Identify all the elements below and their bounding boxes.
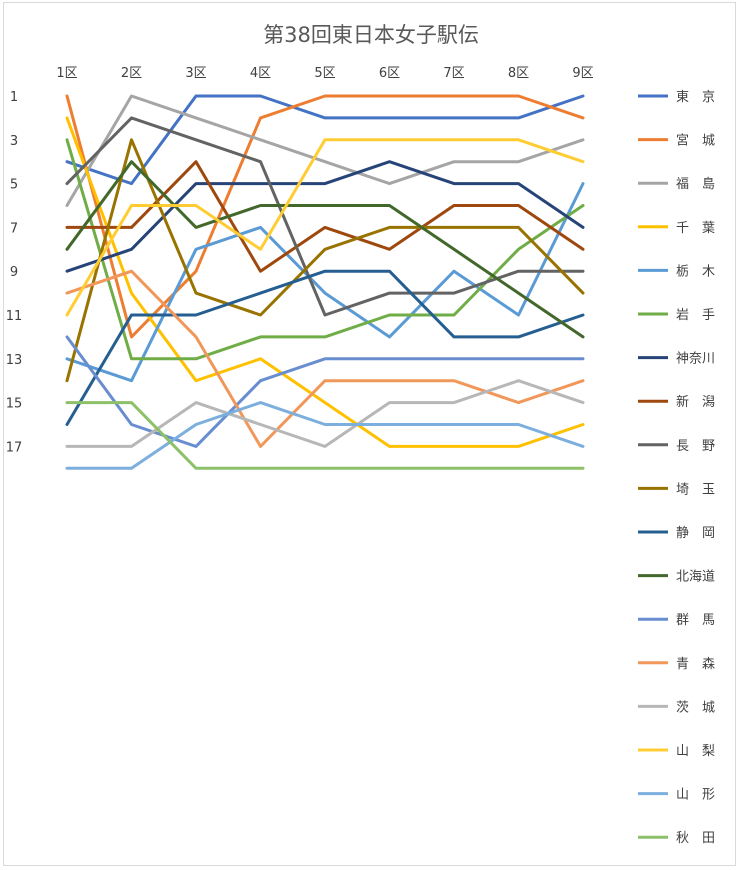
legend-label: 栃 木 <box>676 264 715 279</box>
y-tick-label: 15 <box>6 397 23 412</box>
y-tick-label: 5 <box>10 178 18 193</box>
legend-label: 茨 城 <box>676 700 715 715</box>
legend-label: 長 野 <box>676 439 715 454</box>
series-lines <box>65 94 585 470</box>
series-line-17 <box>65 401 585 470</box>
legend-label: 静 岡 <box>676 526 715 541</box>
legend-label: 新 潟 <box>676 394 715 410</box>
y-tick-label: 7 <box>10 221 18 236</box>
legend-label: 宮 城 <box>676 133 715 149</box>
y-tick-label: 9 <box>10 265 18 280</box>
series-line-7 <box>65 160 585 273</box>
series-line-9 <box>65 138 585 383</box>
x-tick-label: 8区 <box>508 66 529 81</box>
series-line-16 <box>65 401 585 470</box>
series-line-0 <box>65 94 585 186</box>
x-tick-label: 1区 <box>56 66 77 81</box>
series-line-1 <box>65 94 585 339</box>
legend-label: 北海道 <box>676 570 715 585</box>
legend-label: 神奈川 <box>676 352 715 367</box>
legend-label: 秋 田 <box>676 831 715 846</box>
x-tick-label: 5区 <box>314 66 335 81</box>
legend-label: 群 馬 <box>676 613 715 628</box>
series-line-6 <box>65 160 585 273</box>
series-line-10 <box>65 269 585 426</box>
legend-label: 埼 玉 <box>676 482 715 497</box>
y-tick-label: 1 <box>10 90 18 105</box>
x-tick-label: 6区 <box>379 66 400 81</box>
series-line-14 <box>65 379 585 448</box>
series-line-2 <box>65 94 585 207</box>
series-line-3 <box>65 116 585 448</box>
series-line-15 <box>65 138 585 317</box>
series-line-11 <box>65 160 585 339</box>
chart-title: 第38回東日本女子駅伝 <box>263 23 479 47</box>
legend-label: 山 形 <box>676 788 715 803</box>
y-tick-label: 11 <box>6 309 23 324</box>
series-line-13 <box>65 269 585 448</box>
y-tick-label: 17 <box>6 440 23 455</box>
x-tick-label: 9区 <box>572 66 593 81</box>
series-line-5 <box>65 138 585 361</box>
legend-label: 東 京 <box>676 89 715 105</box>
legend-label: 青 森 <box>676 657 715 672</box>
x-axis-ticks: 1区 2区 3区 4区 5区 6区 7区 8区 9区 <box>56 66 593 81</box>
x-tick-label: 7区 <box>443 66 464 81</box>
legend-label: 岩 手 <box>676 308 715 323</box>
series-line-4 <box>65 182 585 383</box>
x-tick-label: 4区 <box>250 66 271 81</box>
y-tick-label: 3 <box>10 134 18 149</box>
y-tick-label: 13 <box>6 353 23 368</box>
x-tick-label: 2区 <box>121 66 142 81</box>
x-tick-label: 3区 <box>185 66 206 81</box>
legend-label: 山 梨 <box>676 744 715 759</box>
legend-label: 千 葉 <box>676 221 715 236</box>
legend-label: 福 島 <box>676 177 715 192</box>
